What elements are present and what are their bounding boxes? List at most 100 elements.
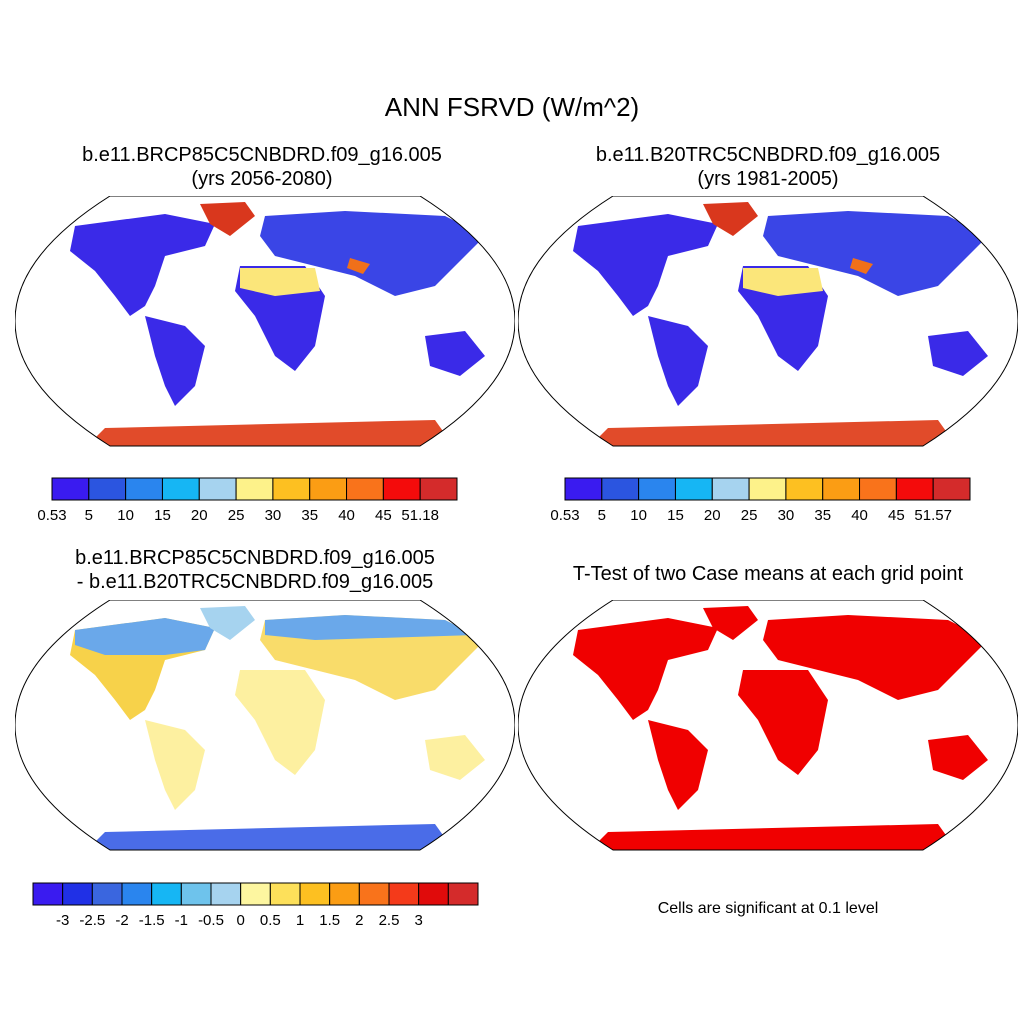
colorbar-tick-label: 25 (228, 507, 245, 524)
colorbar-tick-label: 40 (338, 507, 355, 524)
colorbar-box (32, 882, 64, 906)
australia (425, 735, 485, 780)
colorbar-box (91, 882, 123, 906)
colorbar-box (895, 477, 934, 501)
colorbar-tick-label: 0.53 (37, 507, 66, 524)
panel-2-title-line1: b.e11.B20TRC5CNBDRD.f09_g16.005 (595, 144, 941, 166)
colorbar-tick-label: 15 (154, 507, 171, 524)
south-america (145, 316, 205, 406)
colorbar-tick-label: 30 (265, 507, 282, 524)
panel-4-title-line1: T-Test of two Case means at each grid po… (572, 563, 964, 585)
figure-title: ANN FSRVD (W/m^2) (384, 92, 640, 122)
antarctica (85, 420, 455, 446)
colorbar-box (198, 477, 237, 501)
colorbar-box (88, 477, 127, 501)
map-panel-2 (518, 196, 1018, 447)
colorbar-tick-label: 20 (704, 507, 721, 524)
europe-asia (763, 615, 988, 700)
colorbar-box (62, 882, 93, 906)
panel-1-title-line2: (yrs 2056-2080) (191, 168, 333, 190)
colorbar-tick-label: 3 (414, 912, 422, 929)
colorbar-tick-label: -2 (115, 912, 128, 929)
colorbar-box (358, 882, 390, 906)
south-america (145, 720, 205, 810)
europe-asia (260, 211, 485, 296)
colorbar-tick-label: 10 (630, 507, 647, 524)
panel-3-title-line1: b.e11.BRCP85C5CNBDRD.f09_g16.005 (75, 547, 435, 569)
colorbar-tick-label: 2.5 (379, 912, 400, 929)
colorbar-tick-label: 35 (301, 507, 318, 524)
colorbar-tick-label: -1 (175, 912, 188, 929)
colorbar-box (419, 477, 458, 501)
colorbar-tick-label: 20 (191, 507, 208, 524)
colorbar-panel-3: -3 -2.5 -2 -1.5 -1 -0.5 0 0.5 1 1.5 2 2.5 3 (32, 882, 479, 929)
colorbar-tick-label: 30 (778, 507, 795, 524)
colorbar-box (748, 477, 787, 501)
colorbar-tick-label: -2.5 (79, 912, 105, 929)
greenland (703, 606, 758, 640)
colorbar-box (240, 882, 271, 906)
sahara (743, 268, 823, 296)
colorbar-tick-label: 45 (888, 507, 905, 524)
colorbar-box (859, 477, 897, 501)
greenland (200, 202, 255, 236)
colorbar-box (309, 477, 348, 501)
north-america (573, 214, 718, 316)
sahara (240, 268, 320, 296)
colorbar-box (210, 882, 242, 906)
antarctica (588, 420, 958, 446)
colorbar-tick-label: 0.5 (260, 912, 281, 929)
colorbar-box (151, 882, 182, 906)
colorbar-box (329, 882, 360, 906)
greenland (703, 202, 758, 236)
australia (928, 735, 988, 780)
antarctica (588, 824, 958, 850)
map-panel-3 (15, 600, 515, 851)
colorbar-tick-label: 1.5 (319, 912, 340, 929)
siberia (265, 615, 475, 640)
panel-3-title: b.e11.BRCP85C5CNBDRD.f09_g16.005 - b.e11… (0, 546, 510, 594)
panel-2-title: b.e11.B20TRC5CNBDRD.f09_g16.005 (yrs 198… (518, 143, 1018, 191)
colorbar-tick-label: -0.5 (198, 912, 224, 929)
colorbar-box (269, 882, 301, 906)
panel-1-title-line1: b.e11.BRCP85C5CNBDRD.f09_g16.005 (82, 144, 442, 166)
colorbar-tick-label: 5 (598, 507, 606, 524)
colorbar-box (346, 477, 384, 501)
south-america (648, 316, 708, 406)
africa (235, 670, 325, 775)
panel-1-title: b.e11.BRCP85C5CNBDRD.f09_g16.005 (yrs 20… (12, 143, 512, 191)
panel-2-title-line2: (yrs 1981-2005) (697, 168, 839, 190)
north-america (70, 214, 215, 316)
colorbar-box (125, 477, 163, 501)
colorbar-tick-label: -3 (56, 912, 69, 929)
panel-4-title: T-Test of two Case means at each grid po… (518, 562, 1018, 586)
colorbar-tick-label: 15 (667, 507, 684, 524)
colorbar-box (564, 477, 603, 501)
colorbar-box (601, 477, 640, 501)
greenland (200, 606, 255, 640)
colorbar-box (51, 477, 90, 501)
europe-asia (763, 211, 988, 296)
australia (928, 331, 988, 376)
colorbar-box (447, 882, 479, 906)
antarctica (85, 824, 455, 850)
colorbar-box (822, 477, 861, 501)
north-america-north (75, 618, 215, 655)
colorbar-panel-1: 0.53 5 10 15 20 25 30 35 40 45 51.18 (37, 477, 458, 524)
colorbar-box (785, 477, 824, 501)
colorbar-box (638, 477, 676, 501)
colorbar-tick-label: 0.53 (550, 507, 579, 524)
colorbar-box (180, 882, 212, 906)
south-america (648, 720, 708, 810)
colorbar-tick-label: 0 (236, 912, 244, 929)
significance-note: Cells are significant at 0.1 level (657, 900, 879, 917)
colorbar-tick-label: 51.18 (401, 507, 439, 524)
colorbar-tick-label: 45 (375, 507, 392, 524)
colorbar-box (418, 882, 449, 906)
colorbar-tick-label: 35 (814, 507, 831, 524)
colorbar-box (388, 882, 420, 906)
tibet (347, 258, 370, 274)
north-america (573, 618, 718, 720)
colorbar-tick-label: 5 (85, 507, 93, 524)
colorbar-tick-label: 10 (117, 507, 134, 524)
